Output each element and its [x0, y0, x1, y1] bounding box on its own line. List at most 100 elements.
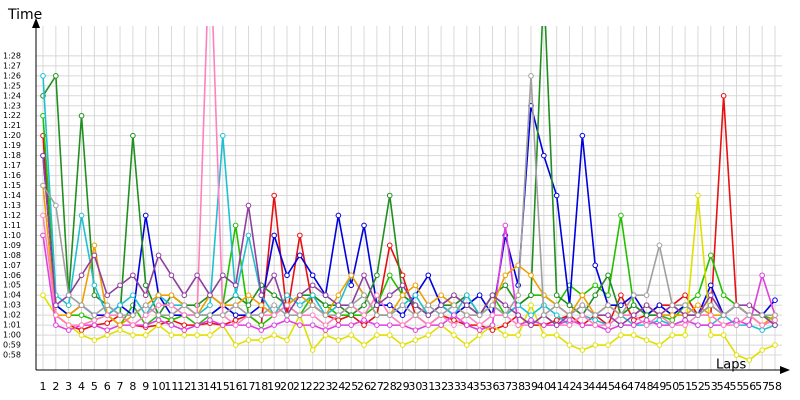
data-point [733, 322, 740, 328]
data-point [117, 322, 123, 328]
data-point [695, 192, 701, 199]
data-point [168, 317, 175, 323]
data-point [502, 272, 509, 279]
y-tick-label: 1:16 [3, 171, 21, 180]
data-point [630, 292, 637, 299]
data-point [605, 342, 611, 348]
data-point [335, 317, 342, 323]
data-point [348, 282, 355, 289]
data-point [528, 312, 534, 318]
data-point [759, 312, 765, 318]
data-point [656, 312, 663, 318]
data-point [579, 132, 586, 139]
data-point [425, 302, 432, 308]
data-point [207, 332, 213, 338]
data-point [656, 302, 663, 308]
data-point [91, 242, 98, 249]
data-point [194, 312, 200, 318]
data-point [425, 272, 432, 279]
data-point [271, 322, 277, 328]
data-point [207, 317, 213, 323]
x-tick-label: 16 [229, 380, 243, 393]
data-point [284, 272, 290, 279]
x-tick-label: 10 [152, 380, 166, 393]
data-point [78, 332, 85, 338]
y-tick-label: 1:02 [3, 311, 21, 320]
x-tick-label: 37 [498, 380, 512, 393]
data-point [669, 332, 676, 338]
x-tick-label: 25 [344, 380, 358, 393]
data-point [374, 312, 380, 318]
data-point [425, 322, 432, 328]
data-point [309, 302, 316, 308]
data-point [130, 132, 136, 139]
x-tick-label: 53 [704, 380, 718, 393]
data-point [297, 302, 303, 308]
data-point [335, 312, 342, 318]
data-point [155, 322, 162, 328]
x-axis-arrow [780, 366, 790, 374]
data-point [707, 302, 714, 308]
data-point [361, 342, 367, 348]
data-point [271, 312, 277, 318]
data-point [142, 302, 149, 308]
data-point [335, 337, 342, 343]
data-point [142, 292, 149, 299]
x-tick-label: 20 [280, 380, 294, 393]
series-line [42, 155, 776, 327]
data-point [181, 327, 188, 333]
x-tick-label: 23 [319, 380, 333, 393]
x-tick-label: 13 [190, 380, 204, 393]
data-point [528, 73, 534, 79]
data-point [553, 312, 560, 318]
x-tick-label: 52 [691, 380, 705, 393]
x-tick-label: 33 [447, 380, 461, 393]
data-point [643, 317, 650, 323]
data-point [348, 312, 355, 318]
y-tick-label: 1:18 [3, 151, 21, 160]
data-point [707, 312, 714, 318]
data-point [258, 302, 265, 308]
data-point [361, 317, 367, 323]
data-point [271, 302, 277, 308]
data-point [733, 317, 740, 323]
data-point [194, 272, 200, 279]
data-point [399, 282, 406, 289]
data-point [592, 322, 599, 328]
data-point [643, 302, 650, 308]
data-point [374, 322, 380, 328]
data-point [451, 322, 457, 328]
data-point [386, 332, 393, 338]
data-point [271, 292, 277, 299]
data-point [618, 302, 624, 308]
data-point [489, 292, 496, 299]
data-point [284, 337, 290, 343]
data-point [553, 292, 560, 299]
data-point [207, 302, 213, 308]
data-point [528, 322, 534, 328]
data-point [322, 332, 329, 338]
x-tick-label: 6 [104, 380, 111, 393]
data-point [91, 292, 98, 299]
y-tick-label: 1:12 [3, 211, 21, 220]
data-point [232, 282, 239, 289]
x-tick-label: 51 [678, 380, 692, 393]
y-tick-label: 0:59 [3, 341, 21, 350]
data-point [78, 112, 85, 119]
data-point [759, 322, 765, 328]
data-point [759, 347, 765, 353]
data-point [502, 312, 509, 318]
data-point [297, 232, 303, 239]
data-point [618, 332, 624, 338]
data-point [53, 322, 59, 328]
y-tick-label: 1:23 [3, 101, 21, 110]
data-point [142, 332, 149, 338]
plot-area [40, 26, 778, 363]
series-line [42, 75, 776, 331]
data-point [579, 322, 586, 328]
x-tick-label: 14 [203, 380, 217, 393]
y-tick-label: 1:07 [3, 261, 21, 270]
data-point [618, 322, 624, 328]
data-point [707, 282, 714, 289]
